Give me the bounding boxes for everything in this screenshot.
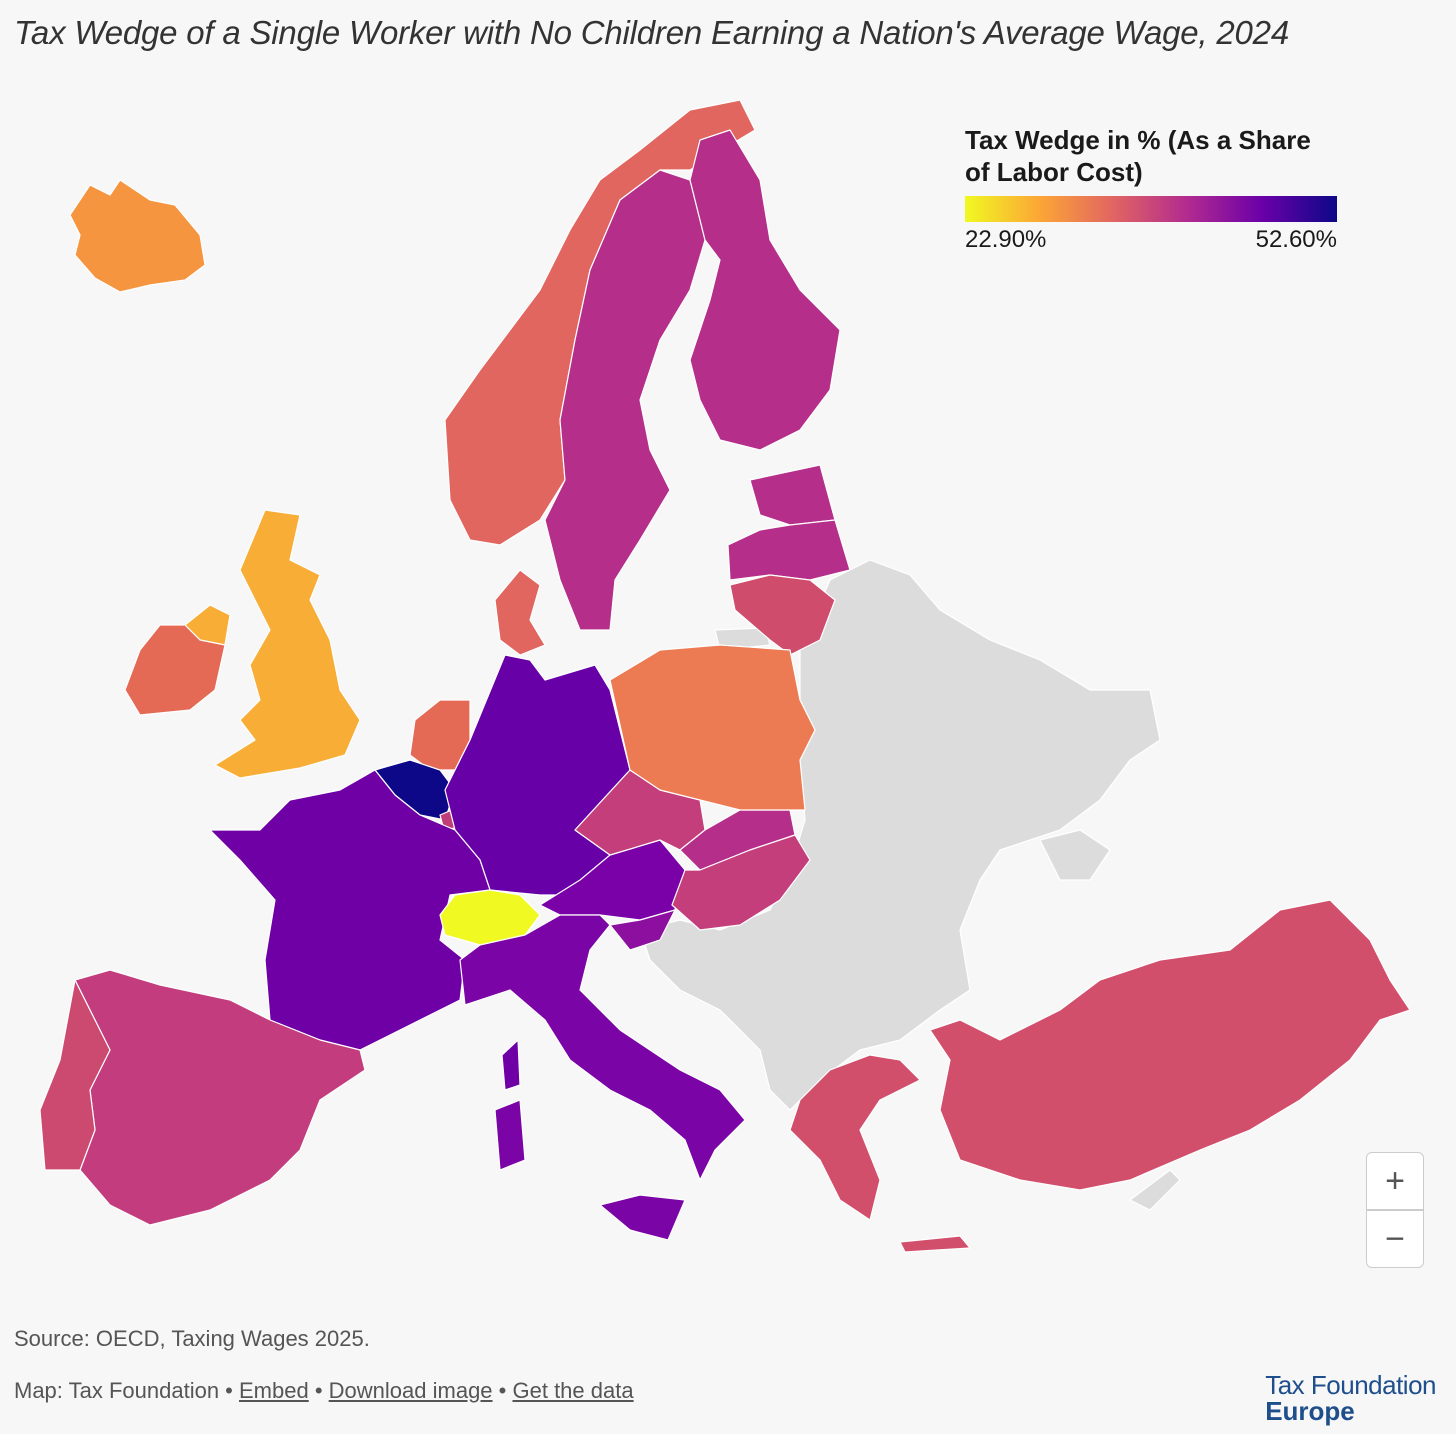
country-iceland[interactable] xyxy=(69,179,206,293)
country-no-data-cyprus[interactable] xyxy=(1129,1169,1181,1211)
country-hungary[interactable] xyxy=(671,834,811,931)
legend-labels: 22.90% 52.60% xyxy=(965,226,1337,254)
embed-link[interactable]: Embed xyxy=(239,1378,309,1403)
country-greece-crete[interactable] xyxy=(899,1235,971,1253)
zoom-in-button[interactable]: + xyxy=(1366,1152,1424,1210)
map-title: Tax Wedge of a Single Worker with No Chi… xyxy=(14,14,1289,51)
zoom-out-button[interactable]: − xyxy=(1366,1210,1424,1268)
source-note: Source: OECD, Taxing Wages 2025. xyxy=(14,1326,370,1351)
country-switzerland[interactable] xyxy=(439,889,541,946)
country-norway[interactable] xyxy=(444,99,756,546)
country-portugal[interactable] xyxy=(39,979,111,1171)
country-latvia[interactable] xyxy=(727,519,851,581)
legend-max-label: 52.60% xyxy=(1255,226,1337,253)
country-ireland[interactable] xyxy=(124,624,226,716)
footer-separator: • xyxy=(314,1378,323,1403)
country-no-data-kaliningrad[interactable] xyxy=(714,627,771,651)
brand-logo-line2: Europe xyxy=(1265,1396,1355,1426)
legend: Tax Wedge in % (As a Share of Labor Cost… xyxy=(965,124,1337,254)
country-lithuania[interactable] xyxy=(729,574,836,656)
country-france-corsica[interactable] xyxy=(501,1039,521,1091)
country-slovenia[interactable] xyxy=(609,909,676,951)
footer-credit: Map: Tax Foundation • xyxy=(14,1378,233,1403)
country-no-data-crimea[interactable] xyxy=(1039,829,1111,881)
legend-color-scale xyxy=(965,196,1337,222)
country-italy-sicily[interactable] xyxy=(599,1194,686,1241)
country-estonia[interactable] xyxy=(749,464,836,526)
country-denmark[interactable] xyxy=(494,569,546,656)
get-the-data-link[interactable]: Get the data xyxy=(512,1378,634,1403)
europe-map[interactable] xyxy=(0,70,1456,1300)
country-turkey[interactable] xyxy=(929,899,1411,1191)
footer-links: Map: Tax Foundation • Embed • Download i… xyxy=(14,1378,634,1404)
footer-separator: • xyxy=(498,1378,507,1403)
download-image-link[interactable]: Download image xyxy=(328,1378,493,1403)
brand-logo: Tax Foundation Europe xyxy=(1265,1372,1436,1424)
country-italy-sardinia[interactable] xyxy=(494,1099,526,1171)
country-united-kingdom[interactable] xyxy=(214,509,361,779)
country-italy[interactable] xyxy=(459,914,746,1181)
legend-title: Tax Wedge in % (As a Share of Labor Cost… xyxy=(965,125,1311,187)
brand-logo-line1: Tax Foundation xyxy=(1265,1370,1436,1400)
country-finland[interactable] xyxy=(689,129,841,451)
legend-min-label: 22.90% xyxy=(965,226,1047,253)
country-sweden[interactable] xyxy=(544,169,706,631)
country-poland[interactable] xyxy=(609,644,816,811)
country-greece[interactable] xyxy=(789,1054,921,1221)
